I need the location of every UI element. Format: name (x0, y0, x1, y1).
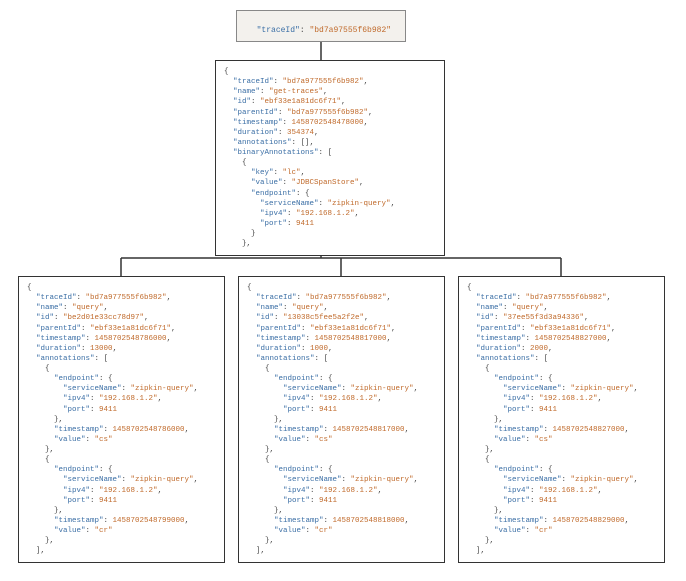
root-traceid-val: "bd7a97555f6b982" (309, 26, 391, 35)
root-traceid-key: "traceId" (257, 26, 300, 35)
child-node-1: { "traceId": "bd7a977555f6b982", "name":… (238, 276, 445, 563)
root-node: "traceId": "bd7a97555f6b982" (236, 10, 406, 42)
middle-node: { "traceId": "bd7a977555f6b982", "name":… (215, 60, 445, 256)
child-node-0: { "traceId": "bd7a977555f6b982", "name":… (18, 276, 225, 563)
child-node-2: { "traceId": "bd7a977555f6b982", "name":… (458, 276, 665, 563)
